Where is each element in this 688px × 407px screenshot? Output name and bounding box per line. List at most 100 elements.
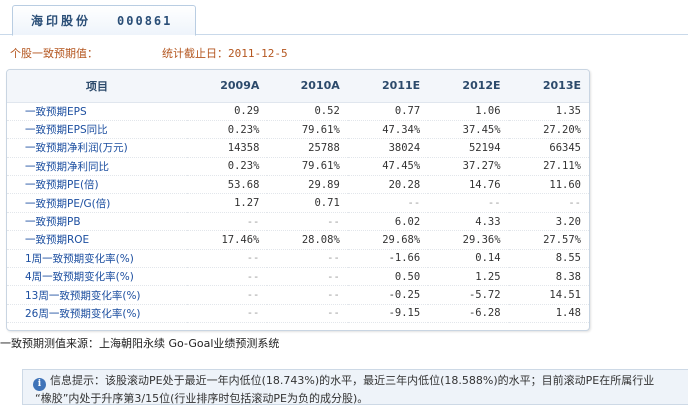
row-label[interactable]: 一致预期净利同比 — [7, 157, 187, 177]
table-row: 一致预期净利润(万元) 14358 25788 38024 52194 66345 — [7, 138, 589, 158]
cell-value: 20.28 — [347, 175, 429, 195]
cell-value: -- — [187, 267, 268, 287]
date-label-text: 统计截止日： — [162, 47, 228, 60]
cell-value: -1.66 — [347, 249, 429, 269]
cell-value: 8.38 — [508, 267, 589, 287]
cell-value: 11.60 — [508, 175, 589, 195]
table-row: 一致预期ROE 17.46% 28.08% 29.68% 29.36% 27.57% — [7, 230, 589, 250]
cell-value: 28.08% — [267, 230, 348, 250]
cell-value: 4.33 — [428, 212, 509, 232]
table-header-row: 项目 2009A 2010A 2011E 2012E 2013E — [7, 70, 589, 103]
info-icon: i — [33, 378, 46, 391]
cell-value: -0.25 — [347, 285, 429, 305]
header-2012e: 2012E — [428, 70, 509, 103]
cell-value: -- — [508, 193, 589, 213]
cell-value: 0.52 — [267, 102, 348, 121]
stock-code: 000861 — [117, 13, 173, 28]
cell-value: 14.76 — [428, 175, 509, 195]
date-label: 统计截止日：2011-12-5 — [162, 45, 288, 61]
tab-strip: 海印股份 000861 — [0, 0, 688, 36]
cell-value: -- — [428, 193, 509, 213]
forecast-panel: 项目 2009A 2010A 2011E 2012E 2013E 一致预期EPS… — [6, 69, 590, 331]
table-row: 一致预期EPS同比 0.23% 79.61% 47.34% 37.45% 27.20% — [7, 120, 589, 140]
cell-value: -- — [187, 249, 268, 269]
cell-value: 37.45% — [428, 120, 509, 140]
cell-value: -- — [267, 212, 348, 232]
table-row: 26周一致预期变化率(%) -- -- -9.15 -6.28 1.48 — [7, 304, 589, 324]
row-label[interactable]: 26周一致预期变化率(%) — [7, 304, 187, 324]
notice-line-2: “橡胶”内处于升序第3/15位(行业排序时包括滚动PE为负的成分股)。 — [35, 392, 369, 405]
cell-value: -- — [267, 304, 348, 324]
header-item: 项目 — [7, 70, 187, 103]
row-label[interactable]: 一致预期PE/G(倍) — [7, 193, 187, 213]
subheader: 个股一致预期值： 统计截止日：2011-12-5 — [10, 45, 288, 60]
cell-value: -6.28 — [428, 304, 509, 324]
row-label[interactable]: 一致预期EPS同比 — [7, 120, 187, 140]
table-row: 1周一致预期变化率(%) -- -- -1.66 0.14 8.55 — [7, 249, 589, 269]
date-value: 2011-12-5 — [228, 47, 288, 60]
cell-value: 52194 — [428, 138, 509, 158]
header-2009a: 2009A — [187, 70, 268, 103]
cell-value: 79.61% — [267, 157, 348, 177]
header-2010a: 2010A — [267, 70, 348, 103]
cell-value: 0.23% — [187, 120, 268, 140]
cell-value: -- — [187, 304, 268, 324]
cell-value: 79.61% — [267, 120, 348, 140]
cell-value: 27.57% — [508, 230, 589, 250]
cell-value: 1.35 — [508, 102, 589, 121]
stock-tab[interactable]: 海印股份 000861 — [12, 5, 196, 36]
cell-value: -- — [187, 285, 268, 305]
row-label[interactable]: 一致预期净利润(万元) — [7, 138, 187, 158]
cell-value: 29.68% — [347, 230, 429, 250]
table-row: 一致预期PE/G(倍) 1.27 0.71 -- -- -- — [7, 193, 589, 213]
notice-line-1: i 信息提示：该股滚动PE处于最近一年内低位(18.743%)的水平，最近三年内低… — [33, 373, 688, 391]
row-label[interactable]: 4周一致预期变化率(%) — [7, 267, 187, 287]
stock-name: 海印股份 — [31, 14, 92, 28]
cell-value: 0.71 — [267, 193, 348, 213]
forecast-table: 项目 2009A 2010A 2011E 2012E 2013E 一致预期EPS… — [7, 70, 589, 324]
cell-value: 29.89 — [267, 175, 348, 195]
table-row: 一致预期净利同比 0.23% 79.61% 47.45% 37.27% 27.11% — [7, 157, 589, 177]
cell-value: 47.45% — [347, 157, 429, 177]
row-label[interactable]: 1周一致预期变化率(%) — [7, 249, 187, 269]
cell-value: 37.27% — [428, 157, 509, 177]
row-label[interactable]: 一致预期PE(倍) — [7, 175, 187, 195]
row-label[interactable]: 一致预期ROE — [7, 230, 187, 250]
cell-value: 66345 — [508, 138, 589, 158]
cell-value: -- — [267, 267, 348, 287]
cell-value: 1.25 — [428, 267, 509, 287]
cell-value: 0.14 — [428, 249, 509, 269]
cell-value: 25788 — [267, 138, 348, 158]
cell-value: 8.55 — [508, 249, 589, 269]
cell-value: 14358 — [187, 138, 268, 158]
cell-value: 3.20 — [508, 212, 589, 232]
cell-value: 29.36% — [428, 230, 509, 250]
table-row: 一致预期EPS 0.29 0.52 0.77 1.06 1.35 — [7, 102, 589, 121]
cell-value: 14.51 — [508, 285, 589, 305]
row-label[interactable]: 13周一致预期变化率(%) — [7, 285, 187, 305]
cell-value: 1.06 — [428, 102, 509, 121]
info-notice: i 信息提示：该股滚动PE处于最近一年内低位(18.743%)的水平，最近三年内低… — [22, 369, 688, 405]
cell-value: -- — [187, 212, 268, 232]
table-row: 一致预期PE(倍) 53.68 29.89 20.28 14.76 11.60 — [7, 175, 589, 195]
header-2013e: 2013E — [508, 70, 589, 103]
cell-value: 27.20% — [508, 120, 589, 140]
table-row: 13周一致预期变化率(%) -- -- -0.25 -5.72 14.51 — [7, 285, 589, 305]
cell-value: 1.48 — [508, 304, 589, 324]
row-label[interactable]: 一致预期PB — [7, 212, 187, 232]
data-source: 一致预期测值来源：上海朝阳永续 Go-Goal业绩预测系统 — [0, 337, 280, 350]
cell-value: -- — [347, 193, 429, 213]
cell-value: -- — [267, 249, 348, 269]
table-row: 4周一致预期变化率(%) -- -- 0.50 1.25 8.38 — [7, 267, 589, 287]
table-row: 一致预期PB -- -- 6.02 4.33 3.20 — [7, 212, 589, 232]
table-body: 一致预期EPS 0.29 0.52 0.77 1.06 1.35 一致预期EPS同比 0.23… — [7, 102, 589, 324]
cell-value: -5.72 — [428, 285, 509, 305]
section-title: 个股一致预期值： — [10, 47, 98, 60]
cell-value: 0.50 — [347, 267, 429, 287]
notice-text-1: 信息提示：该股滚动PE处于最近一年内低位(18.743%)的水平，最近三年内低位… — [50, 374, 655, 387]
cell-value: 1.27 — [187, 193, 268, 213]
cell-value: 0.77 — [347, 102, 429, 121]
row-label[interactable]: 一致预期EPS — [7, 102, 187, 121]
cell-value: 17.46% — [187, 230, 268, 250]
cell-value: 47.34% — [347, 120, 429, 140]
